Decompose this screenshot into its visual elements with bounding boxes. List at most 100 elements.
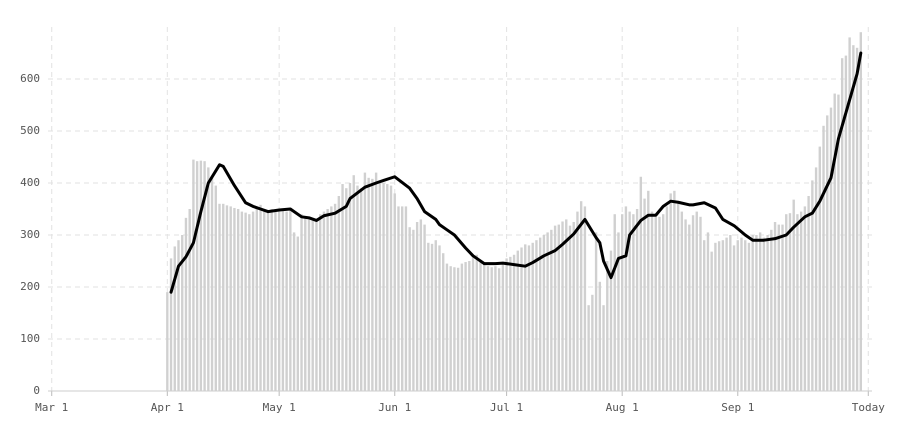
y-tick-label: 500	[20, 124, 40, 137]
bar	[430, 243, 434, 391]
bar	[415, 222, 419, 391]
bar	[277, 209, 281, 391]
bar	[404, 206, 408, 391]
bar	[475, 254, 478, 391]
bar	[460, 263, 464, 391]
bar	[326, 209, 329, 391]
bar	[378, 180, 382, 391]
x-tick-label: Sep 1	[721, 401, 754, 414]
bar	[184, 217, 188, 391]
bar	[173, 246, 176, 391]
bar	[807, 196, 810, 391]
y-tick-label: 0	[33, 384, 40, 397]
bar	[598, 281, 602, 391]
bar	[285, 211, 288, 391]
bar	[516, 250, 519, 391]
bar	[799, 211, 803, 391]
bar	[318, 214, 322, 391]
bar	[270, 209, 273, 391]
bar	[300, 214, 303, 391]
y-tick-label: 300	[20, 228, 40, 241]
bar	[602, 305, 605, 391]
bar	[244, 212, 247, 391]
bar	[796, 214, 799, 391]
bar	[785, 214, 788, 391]
x-tick-label: Jul 1	[490, 401, 523, 414]
bar	[717, 241, 721, 391]
bar	[714, 242, 717, 391]
bar	[542, 235, 546, 391]
bar	[479, 262, 482, 391]
x-tick-label: Apr 1	[151, 401, 184, 414]
bar	[826, 115, 829, 392]
bar	[755, 235, 758, 391]
bar	[505, 258, 508, 391]
bar	[240, 211, 244, 391]
bar	[307, 219, 311, 391]
bar	[345, 188, 348, 391]
y-tick-label: 400	[20, 176, 40, 189]
bar	[427, 242, 430, 391]
bar	[855, 47, 859, 392]
bar	[561, 221, 564, 391]
bar	[591, 294, 594, 391]
bar	[811, 180, 814, 391]
bar	[360, 188, 363, 391]
bar	[169, 258, 173, 391]
bar	[609, 250, 613, 391]
bar	[650, 211, 654, 391]
bar	[643, 198, 646, 391]
bar	[658, 216, 661, 391]
bar	[587, 305, 590, 391]
bar	[397, 206, 400, 391]
bar	[617, 232, 620, 391]
bar	[613, 214, 616, 391]
bar	[766, 235, 769, 391]
bar	[684, 219, 687, 391]
bar	[747, 242, 751, 391]
bar	[576, 211, 579, 391]
bar	[468, 261, 471, 391]
bar	[736, 240, 739, 391]
bar	[225, 205, 229, 391]
bar	[263, 209, 266, 391]
trend-line	[169, 51, 863, 294]
bar	[408, 227, 411, 391]
bar	[456, 267, 460, 391]
bar	[814, 167, 818, 391]
bar	[233, 207, 236, 391]
bar	[382, 183, 385, 391]
bar	[837, 94, 840, 391]
bar	[550, 229, 553, 391]
bar	[531, 242, 534, 391]
y-tick-label: 200	[20, 280, 40, 293]
bar	[423, 224, 426, 391]
bar	[337, 196, 341, 391]
bar	[740, 237, 743, 391]
bar	[829, 107, 833, 391]
bar	[777, 224, 780, 391]
bar	[721, 240, 725, 391]
bar	[490, 267, 493, 391]
bar	[859, 32, 863, 391]
bar	[274, 210, 277, 391]
bar	[352, 175, 355, 391]
y-tick-label: 600	[20, 72, 40, 85]
x-tick-label: Aug 1	[606, 401, 639, 414]
bar	[393, 193, 396, 391]
bar	[199, 160, 203, 391]
bar	[486, 266, 490, 391]
bar	[195, 161, 199, 391]
bar	[803, 206, 807, 391]
bar	[266, 211, 270, 391]
bar	[852, 45, 855, 391]
bar	[281, 210, 285, 391]
bar	[292, 232, 296, 391]
bar	[419, 219, 423, 391]
bar	[628, 211, 631, 391]
bar	[177, 240, 180, 391]
bar	[676, 201, 680, 391]
bar	[330, 206, 333, 391]
x-tick-label: Mar 1	[35, 401, 68, 414]
bar	[654, 216, 657, 391]
